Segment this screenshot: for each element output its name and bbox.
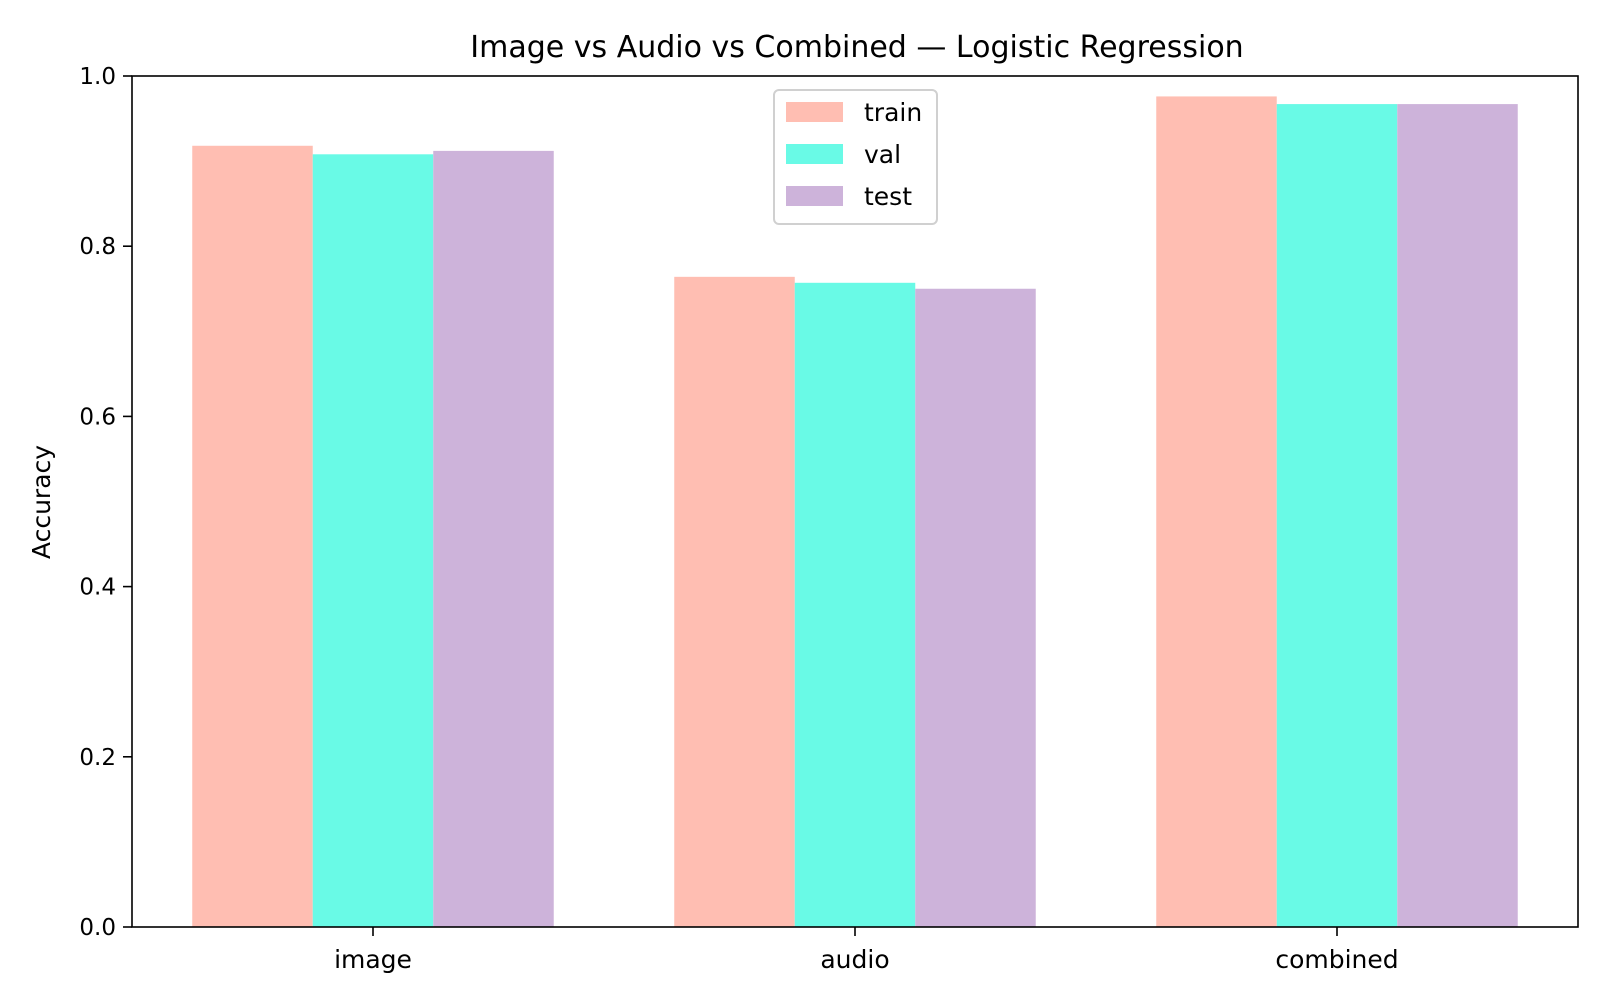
legend: train val test xyxy=(773,89,938,225)
x-tick-label-audio: audio xyxy=(820,945,889,974)
y-tick-label: 0.2 xyxy=(79,745,116,771)
chart-title: Image vs Audio vs Combined — Logistic Re… xyxy=(470,30,1243,65)
legend-label-test: test xyxy=(864,182,912,211)
y-tick-label: 0.6 xyxy=(79,404,116,430)
bar-train-combined xyxy=(1156,96,1277,927)
legend-label-train: train xyxy=(864,98,922,127)
bar-test-image xyxy=(433,150,554,927)
bar-test-combined xyxy=(1397,104,1518,927)
y-tick-label: 0.0 xyxy=(79,915,116,941)
y-tick-label: 0.8 xyxy=(79,234,116,260)
legend-swatch-train xyxy=(786,102,843,122)
legend-swatch-val xyxy=(786,144,843,164)
x-tick-label-image: image xyxy=(334,945,412,974)
y-axis-label: Accuracy xyxy=(27,445,56,559)
bar-val-image xyxy=(312,154,434,928)
bar-train-image xyxy=(192,145,313,928)
bar-val-combined xyxy=(1276,104,1398,927)
legend-swatch-test xyxy=(786,186,843,206)
axes-layer: 0.0 0.2 0.4 0.6 0.8 1.0 image audio combined xyxy=(79,64,1579,974)
bar-test-audio xyxy=(915,288,1036,927)
y-tick-label: 0.4 xyxy=(79,575,116,601)
bars-layer xyxy=(192,96,1518,928)
y-tick-label: 1.0 xyxy=(79,64,116,90)
x-tick-label-combined: combined xyxy=(1275,945,1398,974)
bar-train-audio xyxy=(674,276,795,927)
bar-val-audio xyxy=(794,282,916,928)
legend-label-val: val xyxy=(864,140,901,169)
